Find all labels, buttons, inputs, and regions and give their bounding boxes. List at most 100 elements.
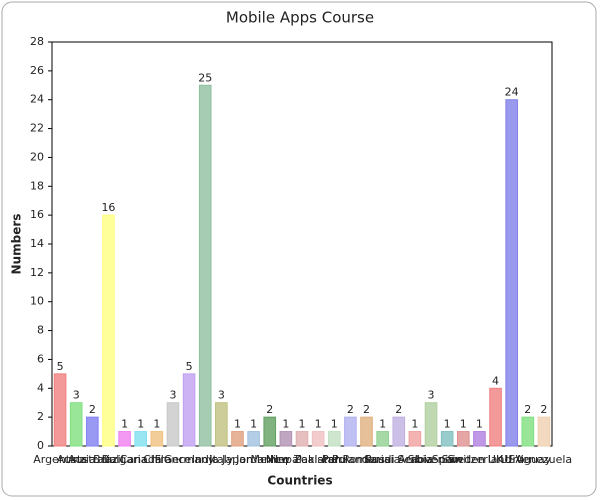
x-tick-label: Argentina xyxy=(33,453,87,466)
bar xyxy=(86,416,99,447)
x-tick-label: Germany xyxy=(164,453,215,466)
value-label: 1 xyxy=(379,418,386,431)
bar xyxy=(505,99,518,447)
x-tick-label: Chile xyxy=(143,453,171,466)
value-label: 5 xyxy=(57,360,64,373)
value-label: 2 xyxy=(363,403,370,416)
value-label: 24 xyxy=(505,86,519,99)
x-tick-label: India xyxy=(192,453,219,466)
bar xyxy=(215,402,228,447)
bar xyxy=(118,431,131,447)
bar xyxy=(150,431,164,447)
value-label: 2 xyxy=(395,403,402,416)
value-label: 2 xyxy=(524,403,531,416)
value-label: 4 xyxy=(492,374,499,387)
bar xyxy=(521,416,535,447)
x-tick-label: Australia xyxy=(68,453,117,466)
x-tick-label: Venezuela xyxy=(516,453,573,466)
x-tick-label: Pakistan xyxy=(295,453,341,466)
bar xyxy=(198,84,212,447)
y-tick-label: 8 xyxy=(37,324,44,337)
x-axis-label: Countries xyxy=(267,474,332,488)
y-tick-label: 12 xyxy=(30,266,44,279)
x-tick-label: Saudi Arabia xyxy=(364,453,434,466)
y-tick-label: 16 xyxy=(30,208,44,221)
bar xyxy=(263,416,277,447)
value-label: 1 xyxy=(234,418,241,431)
bar xyxy=(360,416,373,447)
bar xyxy=(344,416,357,447)
value-label: 1 xyxy=(121,418,128,431)
bar xyxy=(247,431,260,447)
value-label: 1 xyxy=(411,418,418,431)
value-label: 1 xyxy=(299,418,306,431)
value-label: 1 xyxy=(444,418,451,431)
x-tick-label: Russia xyxy=(365,453,400,466)
value-label: 16 xyxy=(101,201,115,214)
value-label: 2 xyxy=(266,403,273,416)
bar xyxy=(440,431,454,447)
bar xyxy=(489,387,502,447)
bar xyxy=(69,402,83,447)
bar xyxy=(473,431,486,447)
bar xyxy=(279,431,293,447)
y-axis-label: Numbers xyxy=(10,214,24,275)
x-tick-label: Japan xyxy=(221,453,253,466)
bar xyxy=(424,402,438,447)
value-label: 25 xyxy=(198,71,212,84)
x-tick-label: Slovenia xyxy=(408,453,455,466)
bar xyxy=(102,214,115,447)
value-label: 1 xyxy=(250,418,257,431)
x-tick-label: Bulgaria xyxy=(102,453,148,466)
value-label: 3 xyxy=(73,389,80,402)
y-tick-label: 20 xyxy=(30,150,44,163)
y-tick-label: 2 xyxy=(37,410,44,423)
x-tick-label: Jordan xyxy=(235,453,271,466)
bar xyxy=(295,431,309,447)
value-label: 1 xyxy=(476,418,483,431)
value-label: 1 xyxy=(153,418,160,431)
y-tick-label: 28 xyxy=(30,35,44,48)
bar xyxy=(456,431,470,447)
x-tick-label: Switzerland xyxy=(447,453,511,466)
bar xyxy=(166,402,180,447)
y-tick-label: 24 xyxy=(30,93,44,106)
bar xyxy=(182,373,196,447)
bar xyxy=(392,416,406,447)
value-label: 1 xyxy=(137,418,144,431)
y-tick-label: 6 xyxy=(37,352,44,365)
bar xyxy=(53,373,67,447)
value-label: 1 xyxy=(315,418,322,431)
y-tick-label: 22 xyxy=(30,122,44,135)
x-tick-label: USA xyxy=(500,453,523,466)
x-tick-label: Romania xyxy=(342,453,390,466)
y-tick-label: 14 xyxy=(30,237,44,250)
x-tick-label: Nepal xyxy=(270,453,302,466)
x-tick-label: Peru xyxy=(322,453,347,466)
x-tick-label: New Zealand xyxy=(266,453,338,466)
value-label: 1 xyxy=(331,418,338,431)
value-label: 2 xyxy=(347,403,354,416)
x-tick-label: Brazil xyxy=(93,453,124,466)
value-label: 5 xyxy=(186,360,193,373)
x-tick-label: Sweden xyxy=(442,453,485,466)
y-tick-label: 4 xyxy=(37,381,44,394)
bar xyxy=(537,416,551,447)
bar xyxy=(327,431,341,447)
x-tick-label: UK xyxy=(488,453,504,466)
x-tick-label: Italy xyxy=(209,453,233,466)
y-tick-label: 0 xyxy=(37,439,44,452)
chart-title: Mobile Apps Course xyxy=(226,9,374,27)
bar xyxy=(134,431,148,447)
value-label: 1 xyxy=(460,418,467,431)
value-label: 2 xyxy=(540,403,547,416)
bar xyxy=(376,431,389,447)
bar xyxy=(408,431,422,447)
value-label: 1 xyxy=(282,418,289,431)
x-tick-label: France xyxy=(155,453,192,466)
value-label: 3 xyxy=(428,389,435,402)
value-label: 2 xyxy=(89,403,96,416)
x-tick-label: Poland xyxy=(332,453,369,466)
